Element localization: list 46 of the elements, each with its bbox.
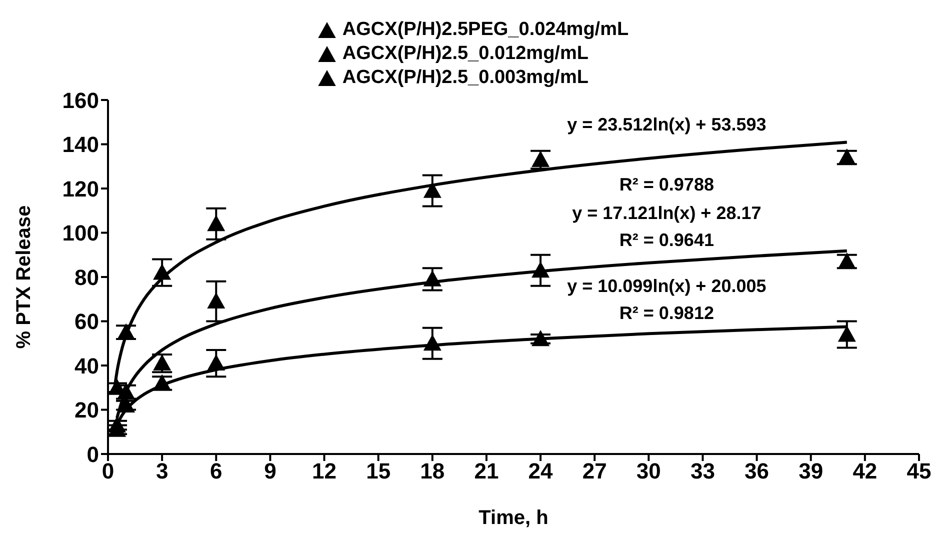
x-tick-label: 15 — [366, 458, 391, 484]
annotation: R² = 0.9812 — [619, 302, 714, 323]
point — [423, 334, 442, 351]
y-tick-label: 0 — [86, 442, 99, 467]
point — [423, 270, 442, 286]
x-tick-label: 9 — [264, 458, 276, 484]
annotation: y = 10.099ln(x) + 20.005 — [567, 276, 766, 296]
annotation: R² = 0.9788 — [619, 174, 714, 194]
x-tick-label: 21 — [474, 458, 499, 484]
x-tick-label: 42 — [852, 458, 878, 484]
y-tick-label: 60 — [74, 309, 99, 334]
annotation: y = 23.512ln(x) + 53.593 — [567, 114, 766, 135]
point — [532, 330, 550, 346]
point — [423, 182, 442, 198]
y-tick-label: 160 — [62, 88, 99, 113]
x-axis-title: Time, h — [478, 507, 548, 529]
x-tick-label: 27 — [582, 458, 607, 484]
point — [207, 292, 226, 309]
x-tick-label: 18 — [420, 458, 445, 484]
legend-label: AGCX(P/H)2.5_0.012mg/mL — [342, 42, 588, 66]
y-tick-label: 140 — [62, 132, 99, 158]
y-tick-label: 20 — [74, 398, 99, 423]
x-tick-label: 45 — [906, 458, 932, 484]
y-tick-label: 40 — [74, 353, 99, 378]
y-axis-title: % PTX Release — [13, 205, 36, 349]
legend-label: AGCX(P/H)2.5_0.003mg/mL — [342, 66, 588, 90]
point — [153, 264, 172, 280]
x-tick-label: 12 — [312, 458, 337, 484]
x-tick-label: 0 — [102, 458, 114, 484]
y-tick-label: 80 — [74, 264, 99, 290]
annotation: R² = 0.9641 — [619, 230, 714, 250]
annotation: y = 17.121ln(x) + 28.17 — [572, 203, 762, 224]
x-tick-label: 24 — [528, 458, 554, 484]
x-tick-label: 3 — [156, 458, 168, 484]
y-tick-label: 100 — [62, 220, 99, 246]
x-tick-label: 6 — [210, 458, 222, 484]
x-tick-label: 33 — [690, 458, 715, 484]
legend-label: AGCX(P/H)2.5PEG_0.024mg/mL — [342, 18, 629, 42]
x-tick-label: 39 — [798, 458, 824, 484]
x-tick-label: 36 — [744, 458, 770, 484]
y-tick-label: 120 — [62, 176, 99, 202]
point — [838, 326, 856, 342]
point — [207, 354, 226, 370]
point — [207, 214, 226, 232]
point — [532, 261, 550, 278]
x-tick-label: 30 — [636, 458, 661, 484]
